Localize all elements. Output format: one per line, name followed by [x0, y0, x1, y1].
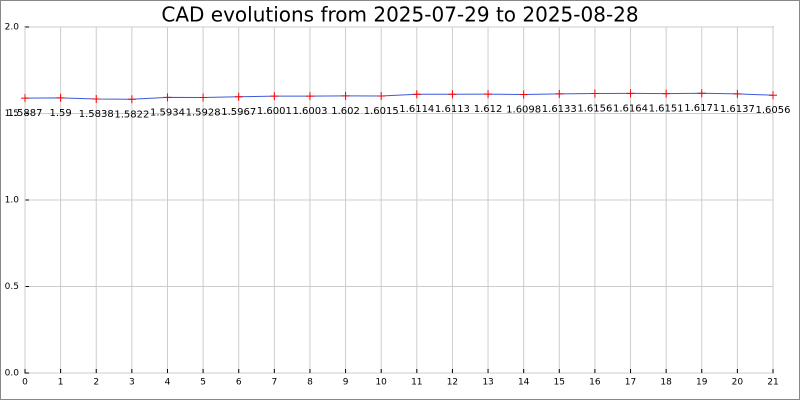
- value-label: 1.6151: [649, 104, 684, 115]
- value-label: 1.6003: [292, 106, 327, 117]
- value-label: 1.6113: [435, 104, 470, 115]
- x-tick-label: 1: [58, 378, 64, 388]
- x-tick-label: 7: [271, 378, 277, 388]
- x-tick-label: 17: [625, 378, 636, 388]
- point-marker: [590, 89, 599, 98]
- y-tick-label: 2.0: [5, 23, 20, 33]
- value-label: 1.59: [49, 108, 71, 119]
- y-tick-label: 1.0: [5, 196, 20, 206]
- value-label: 1.5822: [114, 109, 149, 120]
- point-marker: [21, 94, 29, 103]
- x-tick-label: 9: [343, 378, 349, 388]
- value-label: 1.6114: [399, 104, 434, 115]
- point-marker: [448, 90, 457, 99]
- value-label: 1.5967: [221, 107, 256, 118]
- x-tick-label: 12: [447, 378, 458, 388]
- chart-title: CAD evolutions from 2025-07-29 to 2025-0…: [161, 3, 638, 27]
- value-label: 1.6156: [577, 104, 612, 115]
- point-marker: [733, 89, 742, 98]
- x-tick-label: 6: [236, 378, 242, 388]
- y-tick-label: 0.0: [5, 369, 20, 379]
- value-label: 1.6164: [613, 103, 648, 114]
- x-tick-label: 13: [482, 378, 493, 388]
- point-marker: [234, 92, 243, 101]
- x-tick-label: 2: [93, 378, 99, 388]
- point-marker: [56, 93, 65, 102]
- value-label: 1.6137: [720, 104, 755, 115]
- x-tick-label: 20: [732, 378, 744, 388]
- x-tick-label: 3: [129, 378, 135, 388]
- x-tick-label: 8: [307, 378, 313, 388]
- x-tick-label: 4: [165, 378, 171, 388]
- point-marker: [519, 90, 528, 99]
- x-tick-label: 10: [375, 378, 387, 388]
- x-tick-label: 5: [200, 378, 206, 388]
- point-marker: [341, 91, 350, 100]
- point-marker: [412, 90, 421, 99]
- point-marker: [127, 95, 136, 104]
- value-label: 1.6001: [257, 106, 292, 117]
- value-label: 1.6015: [364, 106, 399, 117]
- y-tick-label: 0.5: [5, 282, 19, 292]
- x-tick-label: 18: [660, 378, 672, 388]
- point-marker: [377, 91, 386, 100]
- value-label: 1.5934: [150, 107, 185, 118]
- value-label: 1.6133: [542, 104, 577, 115]
- y-tick-label: 1.5: [5, 109, 19, 119]
- x-tick-label: 0: [22, 378, 28, 388]
- value-label: 1.6056: [756, 105, 791, 116]
- series-line: [24, 92, 774, 100]
- x-tick-label: 16: [589, 378, 601, 388]
- value-label: 1.6098: [506, 105, 541, 116]
- point-marker: [92, 95, 101, 104]
- x-tick-label: 14: [518, 378, 530, 388]
- value-label: 1.602: [331, 106, 360, 117]
- point-marker: [484, 90, 493, 99]
- point-marker: [662, 89, 671, 98]
- point-marker: [199, 93, 208, 102]
- x-tick-label: 11: [411, 378, 422, 388]
- value-label: 1.5887: [8, 108, 43, 119]
- x-tick-label: 19: [696, 378, 708, 388]
- value-label: 1.5838: [79, 109, 114, 120]
- value-label: 1.6171: [684, 103, 719, 114]
- point-marker: [697, 89, 706, 98]
- point-marker: [769, 91, 777, 100]
- point-marker: [270, 92, 279, 101]
- value-label: 1.612: [474, 104, 503, 115]
- point-marker: [163, 93, 172, 102]
- x-tick-label: 21: [767, 378, 778, 388]
- point-marker: [626, 89, 635, 98]
- x-tick-label: 15: [554, 378, 565, 388]
- point-marker: [305, 92, 314, 101]
- point-marker: [555, 89, 564, 98]
- value-label: 1.5928: [186, 107, 221, 118]
